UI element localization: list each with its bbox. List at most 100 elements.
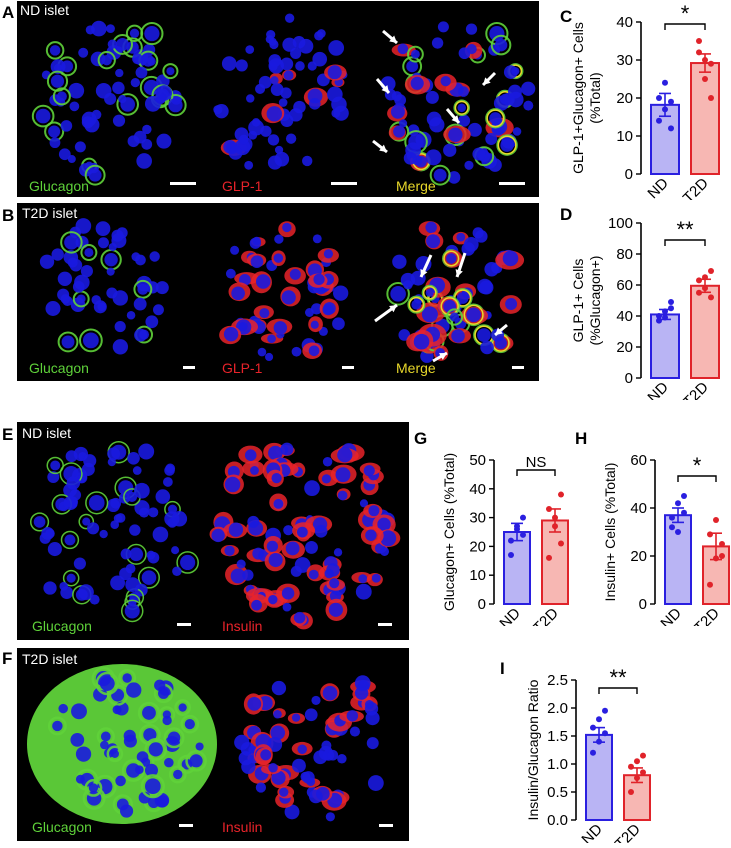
nucleus xyxy=(456,292,469,304)
nucleus xyxy=(39,254,55,269)
nucleus xyxy=(335,467,351,483)
data-point xyxy=(514,523,520,530)
nucleus xyxy=(472,147,486,161)
data-point xyxy=(662,314,668,321)
nucleus xyxy=(354,675,371,692)
scale-bar xyxy=(179,824,193,827)
nucleus xyxy=(99,529,108,539)
arrow-icon xyxy=(420,269,428,277)
data-point xyxy=(702,285,708,292)
arrow-icon xyxy=(455,269,463,277)
nucleus xyxy=(48,125,61,138)
nucleus xyxy=(282,222,292,233)
nucleus xyxy=(224,545,235,556)
glucagon-signal xyxy=(185,750,207,772)
nucleus xyxy=(305,540,318,554)
nucleus xyxy=(119,804,134,818)
nucleus xyxy=(138,443,155,460)
data-point xyxy=(702,274,708,281)
nucleus xyxy=(211,528,225,543)
nucleus xyxy=(112,705,122,715)
significance-label: * xyxy=(693,453,702,478)
nucleus xyxy=(115,775,126,787)
y-tick-label: 10 xyxy=(616,128,633,145)
glucagon-signal xyxy=(84,778,103,797)
nucleus xyxy=(446,253,457,264)
nucleus xyxy=(291,346,302,357)
nucleus xyxy=(132,53,143,65)
nucleus xyxy=(49,45,61,56)
nucleus xyxy=(88,783,99,793)
nucleus xyxy=(82,332,99,349)
panel-letter-f: F xyxy=(2,649,13,668)
nucleus xyxy=(358,574,368,584)
nucleus xyxy=(474,230,488,243)
merge-signal xyxy=(497,135,517,155)
glucagon-signal xyxy=(407,295,426,314)
data-point xyxy=(668,299,674,306)
glucagon-signal xyxy=(168,765,187,784)
nucleus xyxy=(308,98,321,110)
merge-signal xyxy=(408,296,425,313)
data-point xyxy=(668,305,674,312)
nucleus xyxy=(136,153,152,169)
nucleus xyxy=(129,547,144,562)
nucleus xyxy=(118,94,127,104)
nucleus xyxy=(494,38,508,52)
nucleus xyxy=(291,758,306,773)
nucleus xyxy=(273,253,284,263)
nucleus xyxy=(377,517,391,532)
nucleus xyxy=(116,37,129,51)
nucleus xyxy=(123,729,136,742)
nucleus xyxy=(85,25,95,35)
nucleus xyxy=(355,583,372,600)
nucleus xyxy=(35,108,51,124)
nucleus xyxy=(523,100,534,111)
nucleus xyxy=(60,586,74,600)
nucleus xyxy=(156,795,169,808)
nucleus xyxy=(125,563,136,574)
glucagon-signal xyxy=(46,70,69,92)
nucleus xyxy=(406,60,419,73)
x-tick-label: T2D xyxy=(680,379,712,400)
nucleus xyxy=(47,542,62,557)
nucleus xyxy=(466,307,481,323)
nucleus xyxy=(227,465,240,478)
nucleus xyxy=(75,746,92,762)
nucleus xyxy=(280,442,294,456)
nucleus xyxy=(429,277,446,294)
nucleus xyxy=(112,290,129,306)
nucleus xyxy=(312,234,322,244)
nucleus xyxy=(155,281,169,295)
nucleus xyxy=(271,680,287,696)
nucleus xyxy=(480,340,494,355)
glucagon-signal xyxy=(78,513,95,530)
nucleus xyxy=(144,778,161,795)
nucleus xyxy=(368,505,380,517)
y-tick-label: 60 xyxy=(616,277,633,294)
nucleus xyxy=(238,751,253,766)
nucleus xyxy=(448,127,463,142)
islet-label: T2D islet xyxy=(22,651,78,667)
nucleus xyxy=(76,294,86,304)
nucleus xyxy=(283,70,294,81)
data-point xyxy=(546,554,552,561)
nucleus xyxy=(440,75,451,87)
nucleus xyxy=(238,134,249,145)
nucleus xyxy=(274,151,290,167)
nucleus xyxy=(403,280,413,290)
nucleus xyxy=(56,91,67,102)
nucleus xyxy=(328,40,345,56)
nucleus xyxy=(136,751,149,763)
nucleus xyxy=(50,74,65,88)
data-point xyxy=(719,541,725,547)
islet-label: T2D islet xyxy=(22,205,78,221)
bar-nd xyxy=(664,514,692,605)
nucleus xyxy=(437,21,449,33)
nucleus xyxy=(60,120,73,132)
nucleus xyxy=(433,168,447,182)
chart-panel-d: D 0 20 40 60 80 100 GLP-1+ Cells (%Glucagon+) ND T… xyxy=(553,200,731,411)
merge-channel-label: Merge xyxy=(396,178,436,194)
nucleus xyxy=(146,550,156,560)
y-tick-label: 40 xyxy=(469,481,486,498)
